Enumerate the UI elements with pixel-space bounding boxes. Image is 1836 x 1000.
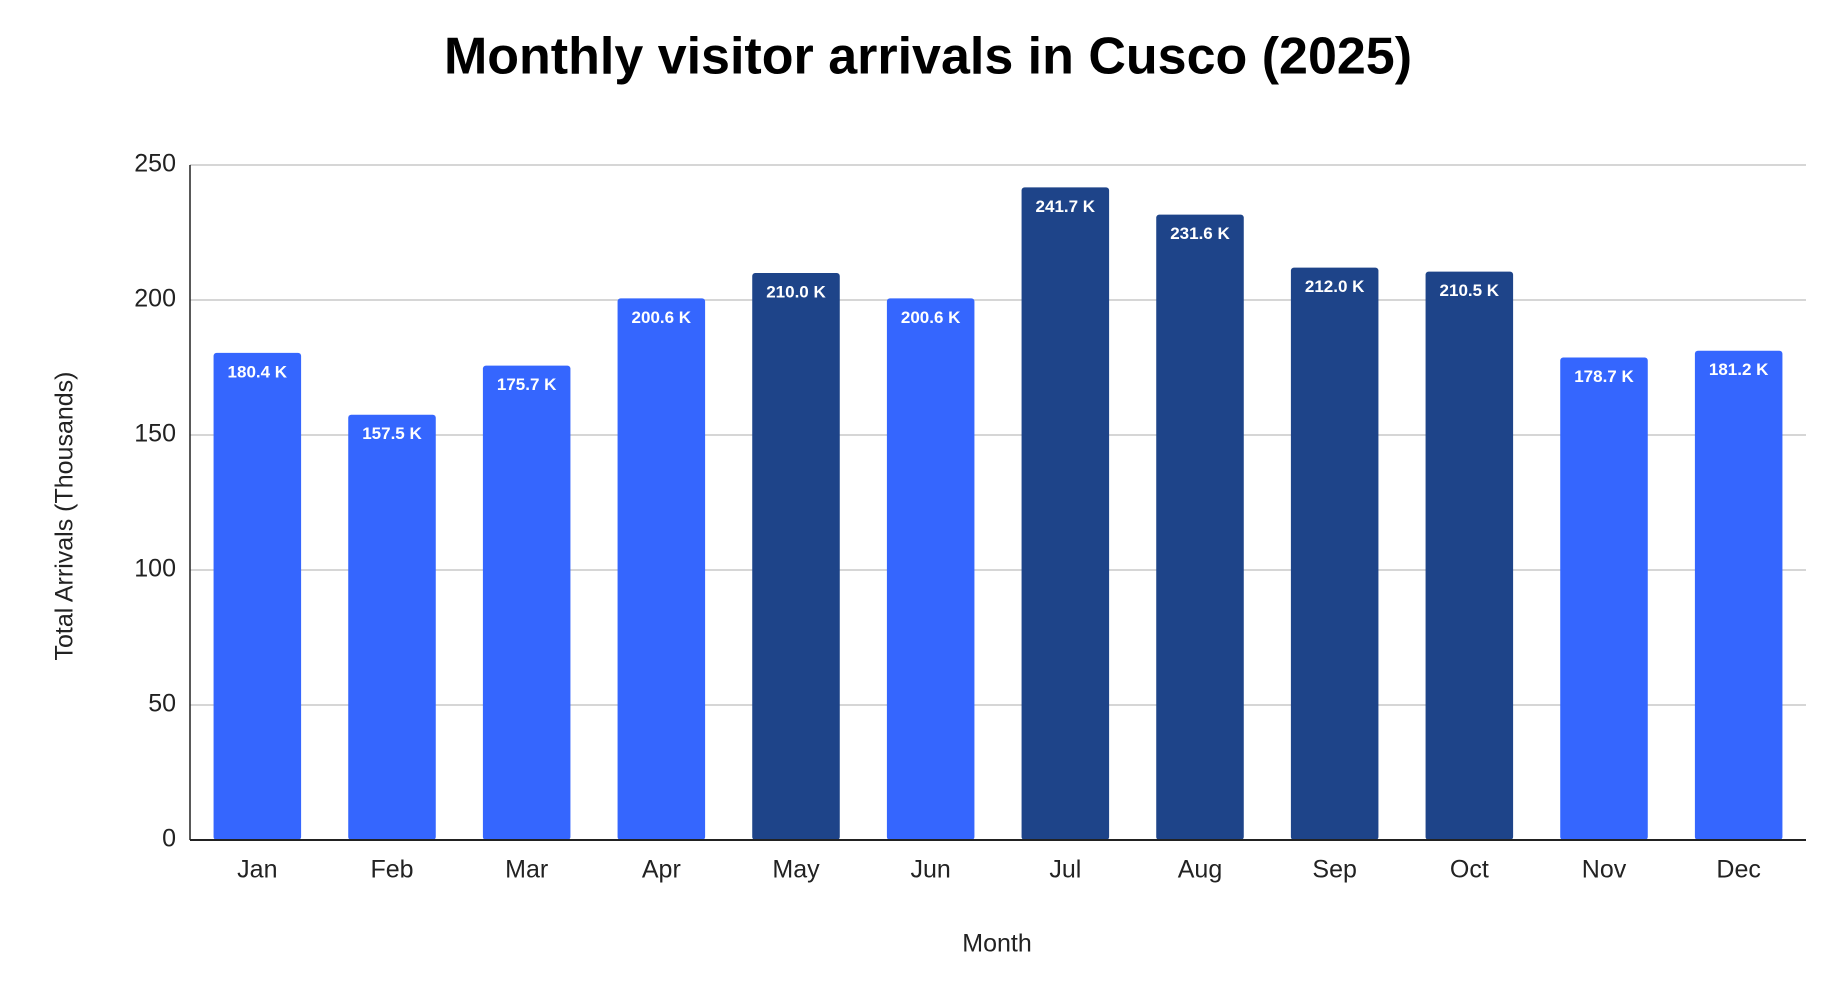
value-label: 241.7 K: [1036, 197, 1096, 216]
bar: [348, 414, 436, 840]
x-tick-label: Apr: [642, 856, 681, 884]
x-tick-label: Mar: [505, 856, 548, 884]
bar: [482, 365, 571, 840]
value-label: 178.7 K: [1574, 367, 1634, 386]
bar: [1290, 267, 1379, 841]
bar: [752, 273, 840, 840]
value-label: 200.6 K: [632, 308, 692, 327]
bar: [213, 352, 302, 840]
bar: [1156, 214, 1244, 840]
y-tick-label: 200: [134, 285, 176, 313]
x-tick-label: Oct: [1450, 856, 1489, 884]
value-label: 181.2 K: [1709, 360, 1769, 379]
x-tick-label: Jan: [237, 856, 277, 884]
value-label: 210.0 K: [766, 282, 826, 301]
y-axis-title: Total Arrivals (Thousands): [51, 371, 79, 660]
value-label: 157.5 K: [362, 424, 422, 443]
x-tick-label: Sep: [1312, 856, 1356, 884]
value-label: 212.0 K: [1305, 277, 1365, 296]
chart-title: Monthly visitor arrivals in Cusco (2025): [444, 28, 1412, 86]
x-axis-title: Month: [962, 930, 1031, 958]
value-label: 200.6 K: [901, 308, 961, 327]
x-tick-label: Jul: [1049, 856, 1081, 884]
x-tick-label: Jun: [911, 856, 951, 884]
y-tick-label: 100: [134, 555, 176, 583]
x-tick-label: Feb: [370, 856, 413, 884]
x-tick-label: Nov: [1582, 856, 1627, 884]
bar: [617, 298, 706, 840]
bar: [1560, 357, 1648, 840]
x-tick-label: May: [772, 856, 820, 884]
x-tick-label: Dec: [1716, 856, 1760, 884]
value-label: 210.5 K: [1440, 281, 1500, 300]
value-label: 180.4 K: [228, 362, 288, 381]
y-tick-label: 150: [134, 420, 176, 448]
bar: [1694, 350, 1783, 840]
bar: [1021, 187, 1110, 840]
bar: [1425, 271, 1514, 840]
value-label: 231.6 K: [1170, 224, 1230, 243]
value-label: 175.7 K: [497, 375, 557, 394]
bar: [886, 298, 975, 840]
y-tick-label: 50: [148, 690, 176, 718]
y-tick-label: 250: [134, 150, 176, 178]
x-tick-label: Aug: [1178, 856, 1222, 884]
y-tick-label: 0: [162, 825, 176, 853]
